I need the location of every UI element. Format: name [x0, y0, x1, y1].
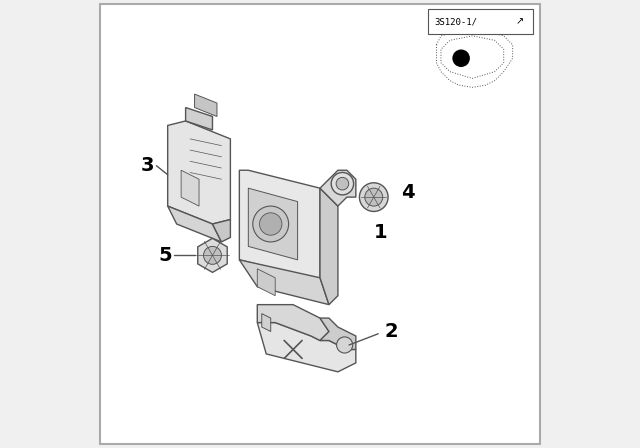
- Polygon shape: [320, 188, 338, 305]
- Polygon shape: [320, 170, 356, 206]
- Polygon shape: [195, 94, 217, 116]
- Circle shape: [360, 183, 388, 211]
- Polygon shape: [248, 188, 298, 260]
- Polygon shape: [320, 318, 356, 349]
- Polygon shape: [186, 108, 212, 130]
- Circle shape: [253, 206, 289, 242]
- Polygon shape: [262, 314, 271, 332]
- Circle shape: [204, 246, 221, 264]
- Circle shape: [336, 177, 349, 190]
- FancyBboxPatch shape: [100, 4, 540, 444]
- Polygon shape: [239, 170, 320, 278]
- Polygon shape: [257, 305, 329, 340]
- Circle shape: [337, 337, 353, 353]
- Text: 2: 2: [385, 322, 399, 341]
- Polygon shape: [181, 170, 199, 206]
- Text: ↗: ↗: [516, 17, 524, 26]
- Text: 4: 4: [401, 183, 414, 202]
- Circle shape: [365, 188, 383, 206]
- Text: 5: 5: [159, 246, 172, 265]
- Circle shape: [332, 172, 354, 195]
- Polygon shape: [168, 206, 221, 242]
- FancyBboxPatch shape: [428, 9, 533, 34]
- Text: 1: 1: [374, 224, 387, 242]
- Circle shape: [453, 50, 469, 66]
- Text: 3: 3: [141, 156, 154, 175]
- Polygon shape: [212, 220, 230, 242]
- Polygon shape: [198, 238, 227, 272]
- Polygon shape: [239, 260, 329, 305]
- Polygon shape: [257, 323, 356, 372]
- Circle shape: [260, 213, 282, 235]
- Polygon shape: [168, 121, 230, 224]
- Text: 3S120-1/: 3S120-1/: [435, 17, 477, 26]
- Polygon shape: [257, 269, 275, 296]
